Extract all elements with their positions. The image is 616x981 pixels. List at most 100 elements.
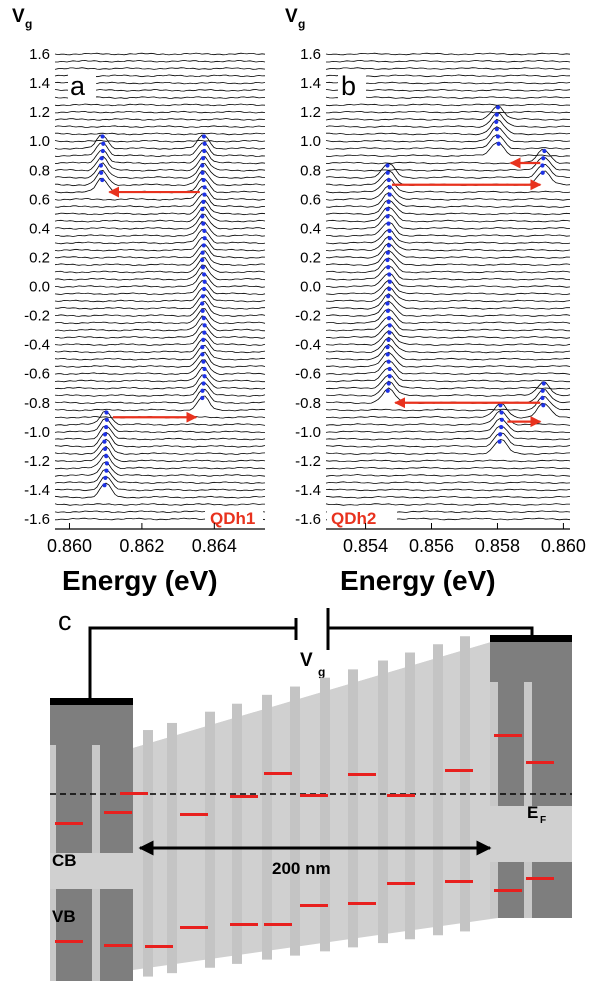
- peak-dot: [100, 134, 105, 139]
- peak-dot: [200, 294, 206, 299]
- spectrum-trace: [325, 148, 571, 165]
- y-tick-label: 0.4: [300, 220, 321, 237]
- spectrum-trace: [325, 336, 571, 354]
- energy-level: [526, 877, 554, 880]
- peak-dot: [102, 483, 107, 488]
- spectrum-trace: [325, 359, 571, 376]
- spectrum-trace: [54, 482, 266, 499]
- peak-dot: [201, 359, 206, 364]
- spectrum-trace: [325, 81, 571, 85]
- spectrum-trace: [55, 453, 266, 470]
- spectrum-trace: [325, 343, 571, 361]
- y-tick-label: -1.6: [24, 511, 50, 528]
- panel-c-vg-sub: g: [318, 665, 325, 679]
- spectrum-trace: [326, 402, 571, 419]
- spectrum-trace: [54, 331, 266, 346]
- peak-dot: [200, 352, 205, 357]
- spectrum-trace: [325, 481, 571, 485]
- spectrum-trace: [55, 272, 266, 288]
- peak-dot: [495, 105, 501, 110]
- peak-dot: [387, 279, 392, 284]
- spectrum-trace: [54, 461, 266, 477]
- peak-dot: [385, 301, 390, 306]
- y-tick-label: -0.8: [24, 395, 50, 412]
- spectrum-trace: [54, 425, 266, 441]
- peak-dot: [497, 432, 503, 437]
- peak-dot: [540, 163, 545, 168]
- peak-dot: [541, 381, 546, 386]
- spectrum-trace: [54, 236, 266, 252]
- spectrum-trace: [54, 134, 266, 150]
- peak-dot: [385, 250, 390, 255]
- peak-dot: [104, 410, 109, 415]
- peak-dot: [540, 170, 545, 175]
- spectrum-trace: [325, 199, 571, 216]
- peak-dot: [103, 475, 108, 481]
- spectrum-trace: [54, 229, 266, 245]
- energy-level: [445, 880, 473, 883]
- spectrum-trace: [325, 417, 571, 434]
- peak-dot: [104, 417, 109, 422]
- spectrum-trace: [325, 52, 571, 56]
- spectrum-trace: [325, 330, 571, 346]
- spectrum-trace: [325, 206, 571, 223]
- peak-dot: [541, 403, 546, 408]
- y-tick-label: 0.0: [300, 279, 321, 296]
- spectrum-trace: [325, 495, 571, 499]
- y-tick-label: -0.8: [295, 395, 321, 412]
- panel-b-x-label: Energy (eV): [340, 565, 496, 596]
- spectrum-trace: [325, 432, 571, 448]
- spectrum-trace: [326, 272, 571, 288]
- peak-dot: [200, 265, 206, 270]
- spectrum-trace: [325, 235, 571, 252]
- spectrum-trace: [325, 316, 571, 332]
- panel-a-traces: [54, 52, 266, 521]
- spectrum-trace: [54, 139, 266, 143]
- peak-dot: [202, 366, 207, 372]
- panel-c: c V g E F CB VB: [50, 606, 572, 981]
- peak-dot: [387, 366, 392, 372]
- barrier-slab: [232, 703, 242, 964]
- panel-a-vg-sub: g: [25, 17, 32, 31]
- peak-dot: [202, 236, 207, 241]
- circuit-wire-left: [88, 626, 295, 700]
- peak-dot: [385, 170, 390, 175]
- spectrum-trace: [54, 213, 266, 230]
- peak-dot: [200, 388, 205, 393]
- spectrum-trace: [54, 52, 266, 56]
- spectrum-trace: [54, 417, 266, 434]
- y-tick-label: -0.2: [295, 308, 321, 325]
- peak-dot: [387, 286, 392, 292]
- peak-dot: [104, 461, 109, 466]
- peak-dot: [201, 221, 206, 226]
- vb-label: VB: [52, 907, 76, 926]
- spectrum-trace: [54, 142, 266, 158]
- spectrum-trace: [325, 103, 571, 107]
- spectrum-trace: [325, 459, 571, 463]
- peak-dot: [100, 177, 105, 183]
- peak-dot: [385, 308, 390, 313]
- energy-level: [494, 734, 522, 737]
- peak-dot: [200, 257, 205, 263]
- fermi-sub: F: [540, 815, 546, 826]
- spectrum-trace: [325, 308, 571, 325]
- peak-dot: [100, 148, 105, 154]
- peak-dot: [386, 294, 391, 299]
- spectrum-trace: [325, 67, 571, 70]
- panel-b-peak-dots: [385, 105, 547, 444]
- scale-label: 200 nm: [272, 859, 331, 878]
- panel-a-x-ticks: 0.860 0.862 0.864: [47, 523, 237, 556]
- y-tick-label: 0.2: [29, 249, 50, 266]
- spectrum-trace: [54, 185, 266, 201]
- spectrum-trace: [54, 103, 266, 107]
- spectrum-trace: [325, 286, 571, 303]
- peak-dot: [98, 163, 104, 168]
- spectrum-trace: [54, 445, 266, 463]
- spectrum-trace: [54, 257, 266, 274]
- peak-dot: [104, 424, 109, 430]
- spectrum-trace: [325, 279, 571, 296]
- panel-a-vg-label: V: [12, 6, 25, 27]
- spectrum-trace: [325, 177, 571, 194]
- peak-dot: [385, 163, 390, 168]
- x-tick-label: 0.860: [47, 536, 92, 556]
